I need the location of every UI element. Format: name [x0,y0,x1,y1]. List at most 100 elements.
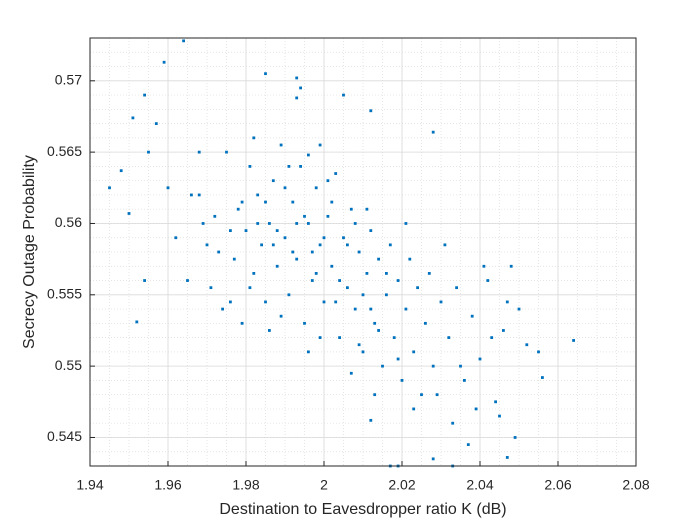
point [307,222,310,225]
point [268,329,271,332]
point [229,229,232,232]
point [459,364,462,368]
point [162,60,166,64]
point [334,300,338,304]
point [182,39,185,43]
point [268,222,271,225]
point [353,307,357,311]
point [232,257,236,261]
point [365,272,369,275]
point [295,222,299,225]
point [400,379,404,382]
point [572,339,575,342]
point [283,236,287,240]
point [256,222,260,225]
point [248,286,252,290]
point [517,307,521,311]
point [486,279,490,282]
point [260,243,263,247]
point [318,143,322,147]
point [236,207,240,211]
point [404,307,408,311]
point [435,393,439,397]
point [147,150,150,154]
point [108,186,111,190]
point [482,264,486,268]
point [264,300,267,304]
point [264,72,267,76]
point [244,229,248,232]
point [143,279,146,282]
point [318,336,322,339]
point [537,350,540,354]
point [279,143,283,147]
x-tick-label: 2.04 [466,477,493,493]
point [342,236,345,240]
point [404,222,408,225]
point [373,393,377,397]
point [381,364,384,368]
point [299,86,302,90]
point [174,236,178,240]
point [431,364,435,368]
point [412,350,416,354]
point [377,257,380,261]
point [310,250,314,254]
point [318,243,322,247]
point [369,418,373,422]
point [213,214,217,218]
point [271,243,275,247]
point [303,321,306,325]
point [396,357,400,361]
point [392,336,396,339]
point [525,343,529,347]
point [447,336,451,339]
point [494,400,497,404]
point [455,286,458,290]
point [221,307,224,311]
point [412,407,416,411]
point [326,179,330,183]
point [365,207,369,211]
point [505,300,509,304]
point [326,214,330,218]
point [295,96,299,100]
point [505,456,509,459]
x-axis-label: Destination to Eavesdropper ratio K (dB) [219,501,506,518]
point [205,243,209,247]
point [186,279,189,282]
point [466,443,470,446]
point [470,314,474,318]
point [361,350,365,354]
point [252,272,256,275]
x-tick-label: 1.94 [76,477,103,493]
point [353,222,357,225]
y-tick-label: 0.555 [47,286,82,302]
point [349,207,353,211]
point [408,257,412,261]
y-tick-label: 0.56 [55,214,82,230]
y-axis-label: Secrecy Outage Probability [21,155,38,349]
x-tick-label: 2.08 [622,477,649,493]
point [295,76,299,80]
point [240,200,244,204]
point [131,116,135,120]
point [314,272,318,275]
point [303,214,306,218]
point [369,307,373,311]
point [256,193,260,197]
point [225,150,228,154]
point [271,179,275,183]
point [334,172,338,175]
point [154,122,158,125]
point [416,286,419,290]
point [346,243,349,247]
point [127,212,131,215]
point [509,264,513,268]
point [361,293,365,297]
point [310,279,314,282]
point [357,343,361,347]
point [385,293,388,297]
x-tick-label: 2.06 [544,477,571,493]
x-tick-label: 2.02 [388,477,415,493]
